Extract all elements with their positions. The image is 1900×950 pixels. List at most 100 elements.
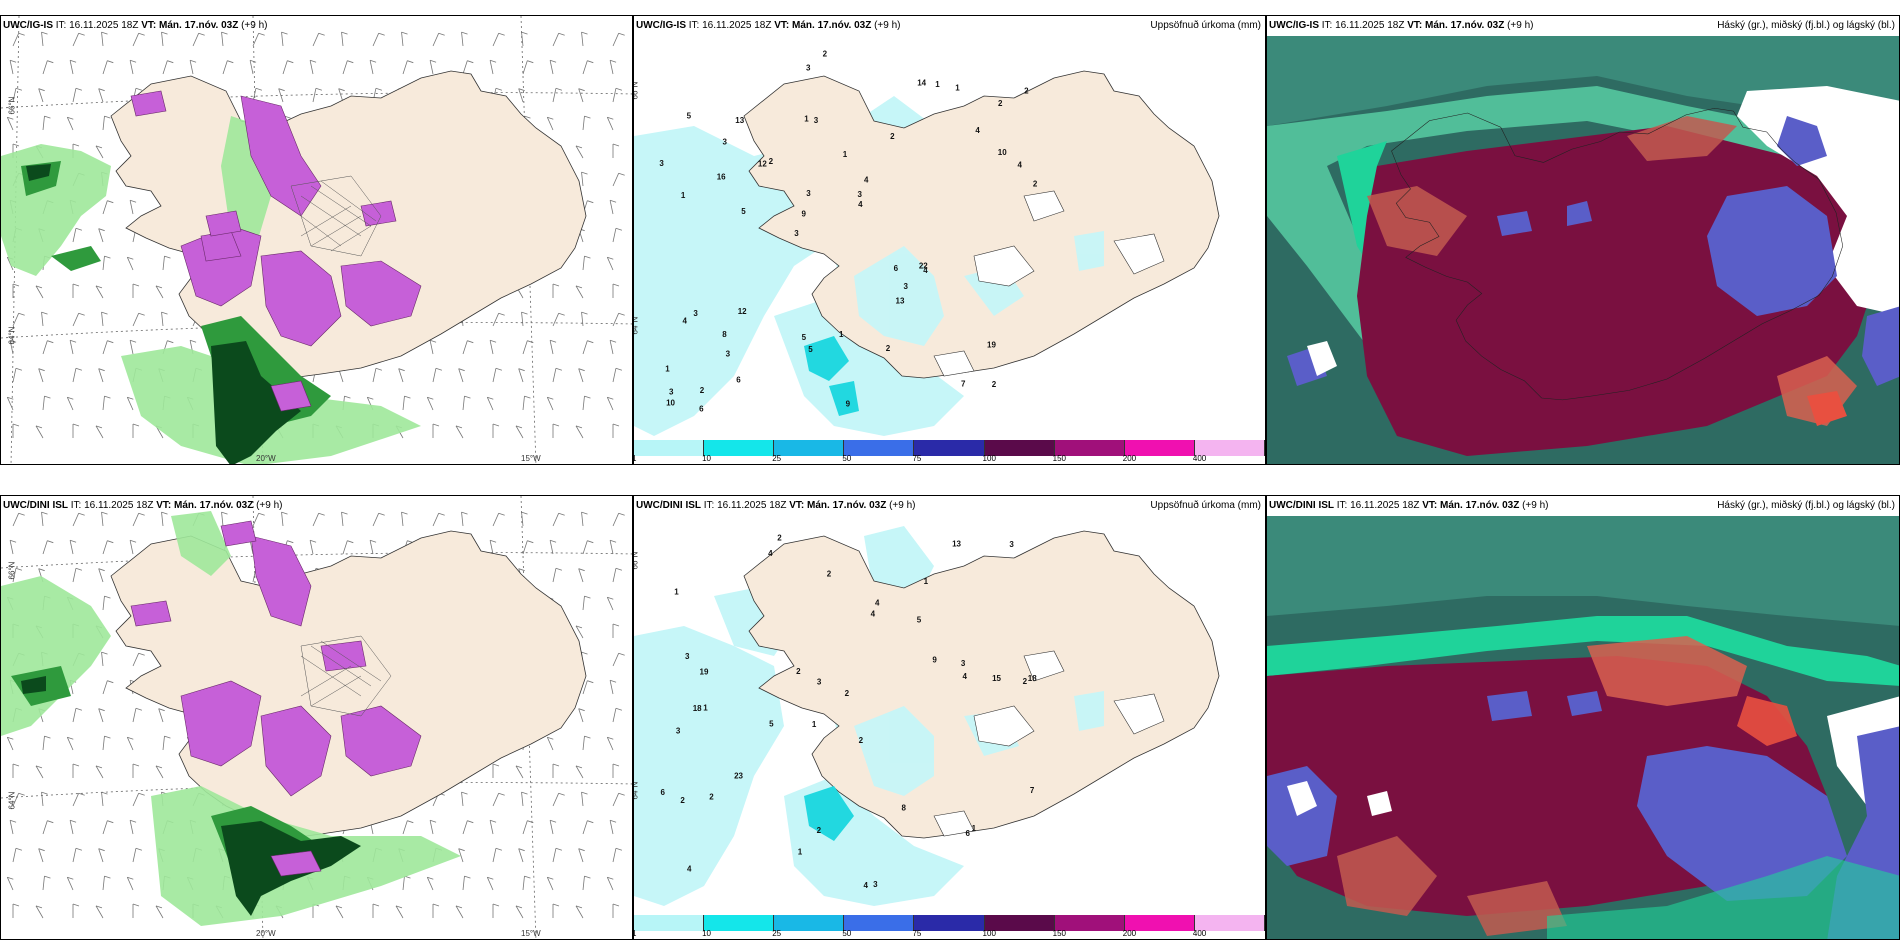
wind-barb [249, 60, 254, 75]
wind-barb-flag [129, 199, 137, 203]
value-label: 5 [769, 720, 774, 729]
wind-barb-flag [15, 87, 23, 91]
wind-barb-flag [72, 763, 80, 767]
wind-barb-flag [318, 32, 325, 36]
wind-barb-flag [75, 367, 83, 371]
wind-barb-flag [578, 848, 585, 852]
wind-barb-flag [278, 88, 285, 92]
wind-barb [342, 540, 348, 555]
value-label: 4 [858, 200, 863, 209]
init-time: 16.11.2025 18Z [702, 20, 772, 31]
wind-barb [582, 116, 585, 131]
legend-tick-label: 200 [1122, 454, 1137, 463]
wind-barb [432, 368, 437, 383]
wind-barb-flag [155, 765, 163, 769]
wind-barb-flag [72, 143, 80, 147]
wind-barb [312, 513, 320, 527]
wind-barb-flag [138, 792, 145, 796]
wind-barb-flag [458, 848, 465, 852]
wind-barb-flag [95, 765, 103, 769]
legend-tick-label: 75 [912, 929, 922, 938]
wind-barb [309, 540, 314, 555]
wind-barb [575, 625, 584, 639]
wind-barb [606, 737, 614, 751]
wind-barb-flag [555, 87, 563, 91]
wind-barb-flag [407, 820, 414, 824]
wind-barb-flag [515, 425, 523, 429]
wind-barb [101, 32, 104, 47]
wind-barb [455, 905, 464, 919]
wind-barb-flag [401, 511, 408, 515]
panel-header: UWC/DINI ISL IT: 16.11.2025 18Z VT: Mán.… [3, 500, 283, 511]
wind-barb [132, 708, 137, 723]
wind-barb [312, 33, 320, 47]
wind-barb [72, 708, 77, 723]
wind-barb [72, 848, 77, 863]
wind-barb-flag [221, 31, 228, 35]
wind-barb [578, 848, 584, 863]
wind-barb [158, 708, 164, 723]
wind-barb [432, 33, 440, 47]
wind-barb-flag [135, 707, 143, 711]
wind-barb [606, 117, 614, 131]
wind-barb-flag [467, 820, 474, 824]
wind-barb-flag [318, 512, 325, 516]
wind-barb-flag [575, 905, 583, 909]
legend-tick-label: 150 [1052, 929, 1067, 938]
wind-barb [515, 425, 524, 439]
wind-barb [429, 60, 434, 75]
wind-barb [41, 792, 44, 807]
wind-barb [432, 513, 440, 527]
wind-barb-flag [41, 791, 48, 795]
wind-barb [12, 368, 17, 383]
wind-barb [581, 792, 584, 807]
wind-barb-flag [518, 88, 525, 92]
wind-barb [522, 820, 528, 835]
init-time: 16.11.2025 18Z [1350, 500, 1420, 511]
wind-barb [252, 513, 260, 527]
lat-label-64: 64°N [633, 316, 640, 335]
wind-barb-flag [12, 143, 20, 147]
glaciers [933, 190, 1165, 377]
wind-barb [126, 737, 134, 751]
model-name: UWC/IG-IS [1269, 20, 1319, 31]
value-label: 3 [817, 678, 822, 687]
wind-barb [582, 396, 585, 411]
precip-legend-ticks: 1 10 25 50 75 100 150 200 400 [634, 454, 1265, 464]
wind-barb-flag [549, 339, 557, 343]
wind-barb-flag [515, 905, 523, 909]
wind-barb-flag [107, 820, 114, 824]
value-label: 4 [687, 865, 692, 874]
wind-barb-flag [547, 736, 554, 740]
wind-barb [492, 313, 500, 327]
wind-barb [12, 513, 20, 527]
wind-barb [69, 60, 74, 75]
wind-barb [606, 597, 614, 611]
value-label: 3 [873, 880, 878, 889]
wind-barb [606, 257, 614, 271]
value-label: 3 [693, 309, 698, 318]
wind-barb [69, 540, 74, 555]
wind-barb-flag [587, 340, 594, 344]
wind-barb-flag [489, 59, 497, 63]
wind-barb [522, 396, 525, 411]
wind-barb-flag [429, 59, 437, 63]
wind-barb [461, 792, 464, 807]
wind-barb [12, 848, 17, 863]
wind-barb-flag [492, 763, 500, 767]
wind-barb-flag [69, 819, 77, 823]
wind-barb [95, 765, 104, 779]
wind-barb [38, 368, 44, 383]
wind-barb-flag [249, 59, 257, 63]
wind-barb [221, 32, 224, 47]
value-label: 1 [804, 115, 809, 124]
value-label: 23 [734, 771, 743, 780]
wind-barb-flag [72, 283, 80, 287]
wind-barb-flag [427, 876, 434, 880]
wind-barb-flag [12, 423, 20, 427]
wind-barb-flag [547, 876, 554, 880]
wind-barb [98, 88, 104, 103]
wind-barb-flag [578, 368, 585, 372]
wind-barb [42, 116, 45, 131]
wind-barb [162, 736, 165, 751]
